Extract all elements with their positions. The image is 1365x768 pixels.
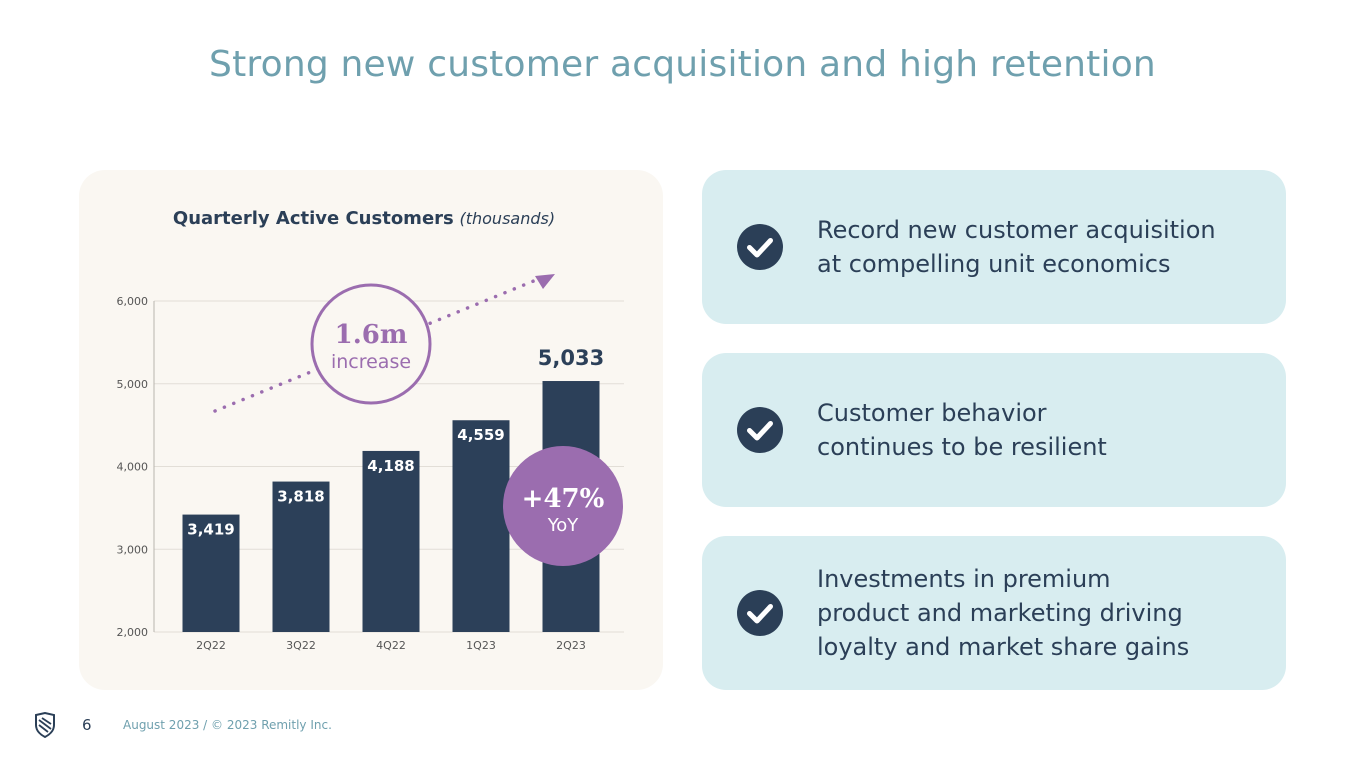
x-tick-label: 4Q22 bbox=[376, 639, 406, 652]
chart-title-main: Quarterly Active Customers bbox=[172, 208, 454, 229]
chart-card: Quarterly Active Customers (thousands) 2… bbox=[79, 170, 663, 690]
bar-1q23 bbox=[452, 420, 510, 632]
key-point-card: Investments in premium product and market… bbox=[702, 536, 1286, 690]
bar-value-label: 4,188 bbox=[367, 457, 414, 475]
increase-value: 1.6m bbox=[335, 320, 408, 350]
check-circle-icon bbox=[737, 590, 783, 636]
y-tick-label: 4,000 bbox=[117, 461, 149, 474]
key-point-line: Investments in premium bbox=[817, 565, 1111, 593]
bar-3q22 bbox=[272, 481, 330, 632]
trend-arrow-line bbox=[213, 276, 543, 413]
key-point-text: Record new customer acquisition at compel… bbox=[817, 213, 1266, 281]
footer-text: August 2023 / © 2023 Remitly Inc. bbox=[123, 718, 332, 732]
key-point-text: Investments in premium product and market… bbox=[817, 562, 1266, 664]
x-tick-label: 2Q23 bbox=[556, 639, 586, 652]
key-point-line: at compelling unit economics bbox=[817, 250, 1171, 278]
increase-circle bbox=[310, 283, 432, 405]
key-point-line: continues to be resilient bbox=[817, 433, 1107, 461]
x-tick-label: 1Q23 bbox=[466, 639, 496, 652]
key-point-line: Customer behavior bbox=[817, 399, 1047, 427]
y-tick-label: 3,000 bbox=[117, 543, 149, 556]
bar-value-label: 3,818 bbox=[277, 488, 324, 506]
page-number: 6 bbox=[82, 716, 92, 734]
key-point-line: Record new customer acquisition bbox=[817, 216, 1216, 244]
check-circle-icon bbox=[737, 407, 783, 453]
remitly-logo-icon bbox=[35, 712, 55, 738]
bar-value-label: 5,033 bbox=[538, 346, 604, 370]
bar-chart: 2,000 3,000 4,000 5,000 6,000 3,419 2Q22 3,818 3… bbox=[117, 274, 624, 652]
yoy-badge bbox=[503, 446, 623, 566]
key-point-line: loyalty and market share gains bbox=[817, 633, 1190, 661]
y-tick-label: 5,000 bbox=[117, 378, 149, 391]
slide-title: Strong new customer acquisition and high… bbox=[209, 44, 1156, 85]
x-tick-label: 2Q22 bbox=[196, 639, 226, 652]
chart-title-unit: (thousands) bbox=[459, 209, 556, 228]
key-point-text: Customer behavior continues to be resilie… bbox=[817, 396, 1266, 464]
yoy-value: +47% bbox=[522, 484, 605, 514]
bar-4q22 bbox=[362, 450, 420, 632]
yoy-label: YoY bbox=[547, 515, 580, 536]
trend-arrowhead-icon bbox=[535, 274, 555, 289]
increase-label: increase bbox=[331, 351, 411, 373]
y-tick-label: 2,000 bbox=[117, 626, 149, 639]
bar-value-label: 4,559 bbox=[457, 426, 504, 444]
x-tick-label: 3Q22 bbox=[286, 639, 316, 652]
key-point-card: Customer behavior continues to be resilie… bbox=[702, 353, 1286, 507]
key-point-line: product and marketing driving bbox=[817, 599, 1183, 627]
bar-value-label: 3,419 bbox=[187, 521, 234, 539]
check-circle-icon bbox=[737, 224, 783, 270]
bar-2q22 bbox=[182, 514, 240, 632]
key-point-card: Record new customer acquisition at compel… bbox=[702, 170, 1286, 324]
chart-title: Quarterly Active Customers (thousands) bbox=[79, 208, 649, 229]
y-tick-label: 6,000 bbox=[117, 295, 149, 308]
